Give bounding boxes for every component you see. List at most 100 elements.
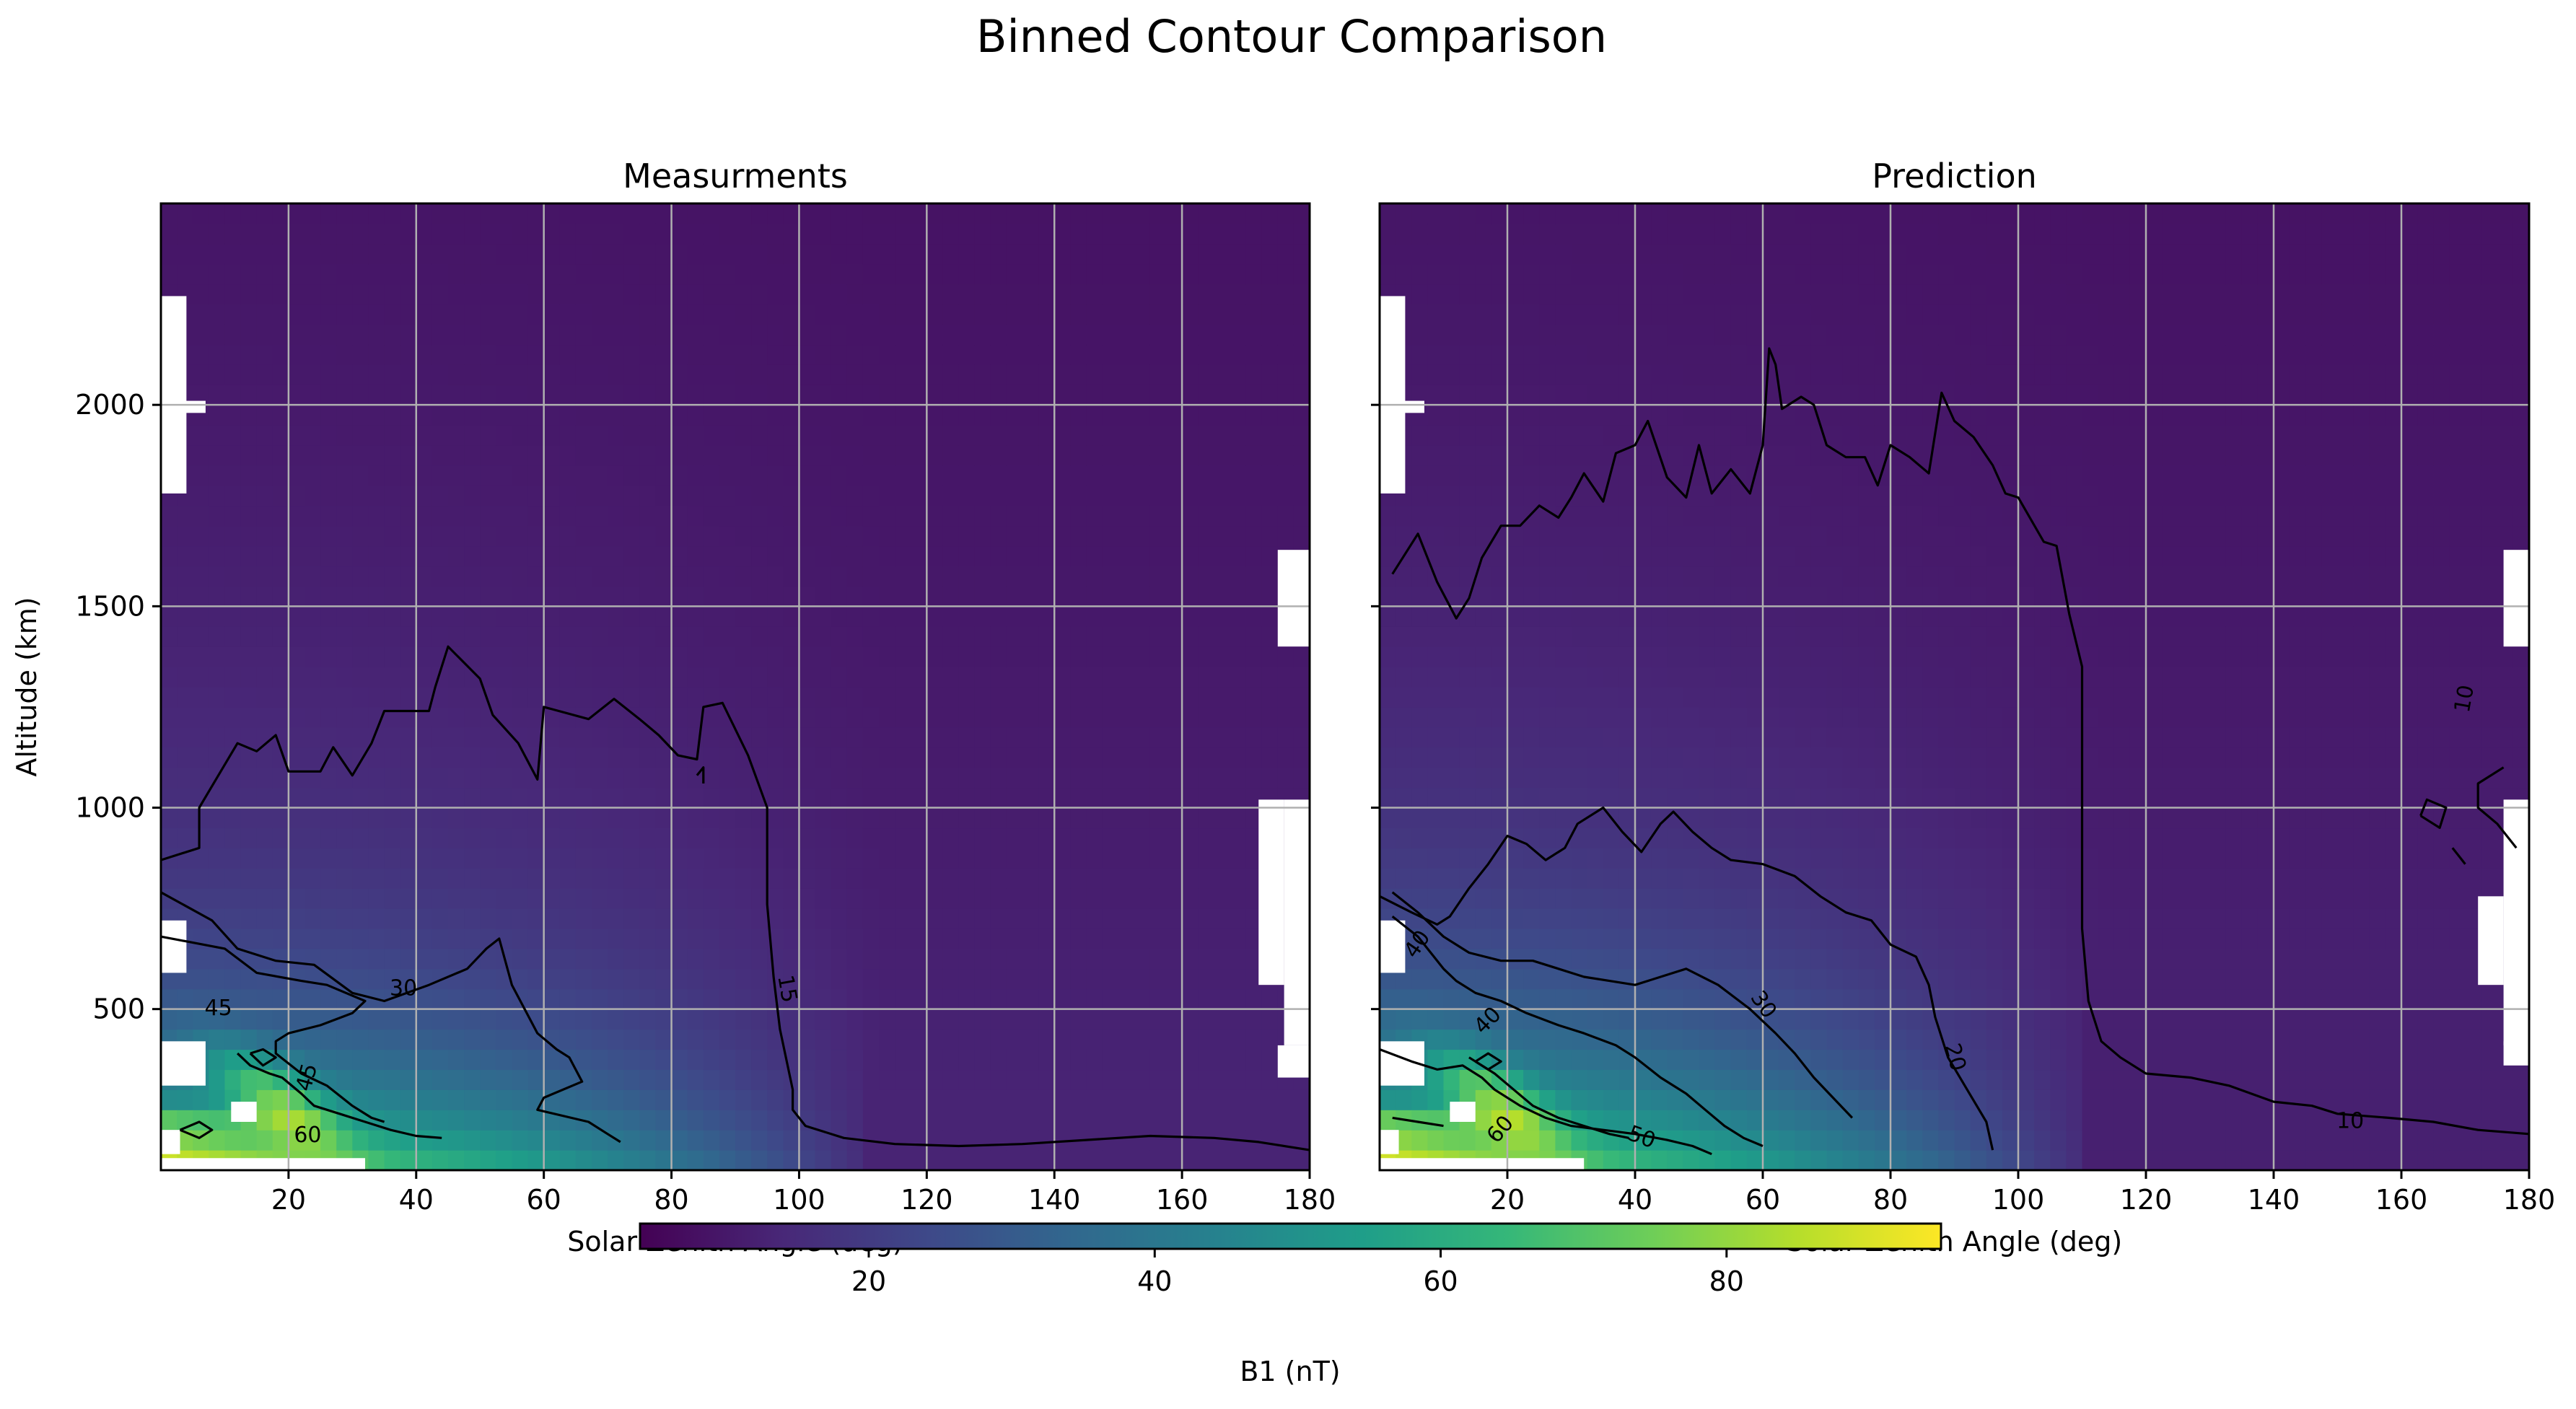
heatmap-cell <box>1102 807 1119 829</box>
heatmap-cell <box>1380 505 1396 527</box>
heatmap-cell <box>719 626 736 647</box>
heatmap-cell <box>224 948 242 970</box>
heatmap-cell <box>1826 1029 1844 1050</box>
heatmap-cell <box>974 465 991 486</box>
heatmap-cell <box>209 626 226 647</box>
heatmap-cell <box>512 727 529 748</box>
heatmap-cell <box>1086 425 1103 446</box>
heatmap-cell <box>1571 888 1588 909</box>
heatmap-cell <box>1555 848 1572 869</box>
heatmap-cell <box>783 385 800 405</box>
heatmap-cell <box>352 706 369 728</box>
heatmap-cell <box>512 505 529 527</box>
heatmap-cell <box>1651 948 1668 970</box>
heatmap-cell <box>1086 405 1103 426</box>
heatmap-cell <box>1858 807 1875 829</box>
heatmap-cell <box>862 1069 880 1090</box>
heatmap-cell <box>703 405 720 426</box>
heatmap-cell <box>1038 586 1055 607</box>
heatmap-cell <box>1795 968 1811 990</box>
heatmap-cell <box>336 1029 353 1050</box>
heatmap-cell <box>783 1009 800 1030</box>
heatmap-cell <box>879 988 895 1010</box>
heatmap-cell <box>368 425 385 446</box>
heatmap-cell <box>639 828 657 848</box>
heatmap-cell <box>1459 767 1476 789</box>
heatmap-cell <box>942 586 960 607</box>
heatmap-cell <box>272 203 289 224</box>
heatmap-cell <box>1795 929 1811 949</box>
heatmap-cell <box>879 545 895 567</box>
heatmap-cell <box>512 203 529 224</box>
heatmap-cell <box>767 687 784 708</box>
heatmap-cell <box>496 304 513 325</box>
heatmap-cell <box>1714 1110 1732 1131</box>
heatmap-cell <box>431 1049 449 1071</box>
heatmap-cell <box>655 888 673 909</box>
heatmap-cell <box>783 787 800 809</box>
heatmap-cell <box>608 727 624 748</box>
heatmap-cell <box>1826 525 1844 547</box>
heatmap-cell <box>1571 868 1588 889</box>
heatmap-cell <box>559 767 577 789</box>
heatmap-cell <box>671 888 688 909</box>
heatmap-cell <box>1102 525 1119 547</box>
heatmap-cell <box>1086 445 1103 466</box>
heatmap-cell <box>224 807 242 829</box>
heatmap-cell <box>1293 706 1310 728</box>
heatmap-cell <box>575 1150 592 1171</box>
heatmap-cell <box>1475 606 1492 627</box>
missing-bin <box>161 1041 206 1086</box>
heatmap-cell <box>559 1089 577 1110</box>
heatmap-cell <box>1475 1029 1492 1050</box>
heatmap-cell <box>1198 445 1214 466</box>
heatmap-cell <box>879 807 895 829</box>
heatmap-cell <box>368 304 385 325</box>
heatmap-cell <box>1618 525 1636 547</box>
heatmap-cell <box>336 828 353 848</box>
heatmap-cell <box>974 586 991 607</box>
heatmap-cell <box>1038 445 1055 466</box>
heatmap-cell <box>719 848 736 869</box>
heatmap-cell <box>1635 223 1652 245</box>
heatmap-cell <box>926 1130 944 1151</box>
heatmap-cell <box>1166 667 1183 688</box>
heatmap-cell <box>751 405 768 426</box>
heatmap-cell <box>161 1089 178 1110</box>
heatmap-cell <box>1038 385 1055 405</box>
heatmap-cell <box>942 848 960 869</box>
heatmap-cell <box>639 929 657 949</box>
heatmap-cell <box>1699 1029 1716 1050</box>
heatmap-cell <box>1261 465 1279 486</box>
heatmap-cell <box>1427 405 1445 426</box>
heatmap-cell <box>559 687 577 708</box>
heatmap-cell <box>1054 1029 1071 1050</box>
heatmap-cell <box>592 727 608 748</box>
heatmap-cell <box>1102 344 1119 365</box>
heatmap-cell <box>272 304 289 325</box>
heatmap-cell <box>783 767 800 789</box>
heatmap-cell <box>1118 908 1135 929</box>
heatmap-cell <box>240 807 258 829</box>
heatmap-cell <box>1006 364 1023 385</box>
heatmap-cell <box>671 525 688 547</box>
heatmap-cell <box>400 626 417 647</box>
heatmap-cell <box>193 706 209 728</box>
heatmap-cell <box>400 687 417 708</box>
heatmap-cell <box>1763 687 1779 708</box>
heatmap-cell <box>1507 1069 1524 1090</box>
heatmap-cell <box>1086 364 1103 385</box>
heatmap-cell <box>1134 243 1151 265</box>
heatmap-cell <box>831 445 848 466</box>
heatmap-cell <box>911 767 927 789</box>
heatmap-cell <box>1134 868 1151 889</box>
heatmap-cell <box>1810 465 1828 486</box>
heatmap-cell <box>1523 848 1540 869</box>
heatmap-cell <box>783 747 800 768</box>
heatmap-cell <box>559 284 577 305</box>
heatmap-cell <box>336 727 353 748</box>
heatmap-cell <box>416 505 433 527</box>
heatmap-cell <box>1022 687 1039 708</box>
heatmap-cell <box>1795 344 1811 365</box>
heatmap-cell <box>368 586 385 607</box>
